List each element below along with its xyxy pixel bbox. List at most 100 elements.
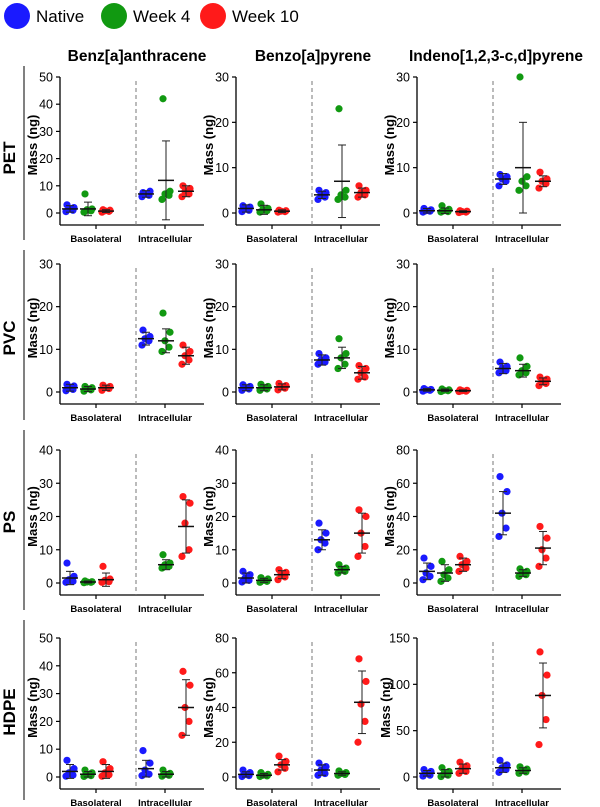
point-pet-benzo-a-pyrene-week-4-intracellular-2: [337, 191, 345, 199]
category-label-pet-benzo-a-pyrene-basolateral: Basolateral: [246, 234, 297, 245]
point-ps-indeno-1-2-3-c-d-pyrene-native-intracellular-1: [502, 524, 510, 532]
point-hdpe-benz-a-anthracene-week-10-basolateral-4: [99, 758, 107, 766]
point-hdpe-benzo-a-pyrene-week-4-basolateral-3: [264, 770, 272, 778]
y-label-pvc-benz-a-anthracene: Mass (ng): [25, 298, 40, 359]
y-tick-label-pvc-benz-a-anthracene-0: 0: [46, 386, 53, 400]
point-pet-benz-a-anthracene-week-4-intracellular-3: [166, 187, 174, 195]
y-tick-label-pet-benz-a-anthracene-50: 50: [39, 71, 53, 85]
point-pvc-benzo-a-pyrene-native-intracellular-4: [315, 350, 323, 358]
point-ps-benz-a-anthracene-week-4-intracellular-3: [166, 559, 174, 567]
y-label-ps-benzo-a-pyrene: Mass (ng): [201, 486, 216, 547]
point-pvc-benzo-a-pyrene-week-4-basolateral-3: [264, 382, 272, 391]
point-ps-indeno-1-2-3-c-d-pyrene-native-basolateral-4: [420, 554, 428, 562]
panel-pvc-benz-a-anthracene: 0 10 20 30 Mass (ng) Basolateral Intracellular: [25, 258, 204, 424]
point-hdpe-benzo-a-pyrene-week-10-basolateral-3: [282, 757, 290, 765]
point-ps-benz-a-anthracene-native-basolateral-4: [63, 559, 71, 567]
y-tick-label-hdpe-benzo-a-pyrene-80: 80: [215, 632, 229, 646]
point-ps-benz-a-anthracene-week-10-basolateral-4: [99, 562, 107, 570]
y-tick-label-pet-benz-a-anthracene-20: 20: [39, 152, 53, 166]
point-ps-benz-a-anthracene-week-4-intracellular-4: [159, 551, 167, 559]
point-pet-indeno-1-2-3-c-d-pyrene-native-intracellular-0: [495, 182, 503, 190]
legend-label-native: Native: [36, 7, 84, 26]
point-pet-indeno-1-2-3-c-d-pyrene-week-10-intracellular-0: [535, 184, 543, 192]
point-ps-indeno-1-2-3-c-d-pyrene-week-10-intracellular-2: [538, 546, 546, 554]
row-label-pvc: PVC: [0, 321, 19, 356]
point-pet-benz-a-anthracene-native-basolateral-4: [63, 201, 71, 209]
category-label-pet-benz-a-anthracene-intracellular: Intracellular: [138, 234, 192, 245]
point-ps-benzo-a-pyrene-native-intracellular-3: [322, 529, 330, 537]
point-pet-indeno-1-2-3-c-d-pyrene-week-4-intracellular-4: [516, 73, 524, 81]
y-tick-label-hdpe-benz-a-anthracene-50: 50: [39, 632, 53, 646]
point-ps-indeno-1-2-3-c-d-pyrene-week-4-intracellular-3: [523, 567, 531, 575]
point-hdpe-benzo-a-pyrene-week-10-intracellular-3: [362, 677, 370, 686]
point-ps-benzo-a-pyrene-week-4-intracellular-3: [342, 564, 350, 572]
y-tick-label-ps-indeno-1-2-3-c-d-pyrene-0: 0: [403, 577, 410, 591]
y-label-pet-benzo-a-pyrene: Mass (ng): [201, 115, 216, 176]
point-hdpe-benz-a-anthracene-native-intracellular-2: [141, 766, 149, 774]
point-pvc-benz-a-anthracene-week-10-intracellular-3: [186, 347, 194, 356]
point-hdpe-indeno-1-2-3-c-d-pyrene-week-10-intracellular-3: [543, 671, 551, 679]
category-label-hdpe-benzo-a-pyrene-basolateral: Basolateral: [246, 798, 297, 807]
y-label-pet-indeno-1-2-3-c-d-pyrene: Mass (ng): [382, 115, 397, 176]
legend: Native Week 4 Week 10: [4, 3, 299, 29]
point-pvc-indeno-1-2-3-c-d-pyrene-native-intracellular-4: [496, 358, 504, 366]
point-pvc-benz-a-anthracene-week-4-intracellular-1: [165, 343, 173, 351]
point-ps-indeno-1-2-3-c-d-pyrene-native-intracellular-4: [496, 473, 504, 481]
y-tick-label-ps-indeno-1-2-3-c-d-pyrene-80: 80: [396, 444, 410, 458]
point-pet-benzo-a-pyrene-native-basolateral-4: [239, 202, 247, 210]
y-tick-label-pet-indeno-1-2-3-c-d-pyrene-30: 30: [396, 71, 410, 85]
point-ps-indeno-1-2-3-c-d-pyrene-native-basolateral-2: [422, 569, 430, 577]
y-tick-label-pet-benzo-a-pyrene-10: 10: [215, 161, 229, 175]
y-tick-label-ps-benz-a-anthracene-0: 0: [46, 577, 53, 591]
panel-pet-benz-a-anthracene: 0 10 20 30 40 50 Mass (ng) Basolateral Intracell…: [25, 71, 204, 245]
point-ps-benzo-a-pyrene-native-basolateral-3: [246, 571, 254, 579]
y-tick-label-pet-indeno-1-2-3-c-d-pyrene-20: 20: [396, 116, 410, 130]
category-label-ps-benz-a-anthracene-basolateral: Basolateral: [70, 604, 121, 615]
point-pvc-benz-a-anthracene-week-4-intracellular-0: [158, 347, 166, 356]
category-label-hdpe-indeno-1-2-3-c-d-pyrene-basolateral: Basolateral: [427, 798, 478, 807]
point-hdpe-benz-a-anthracene-native-intracellular-3: [146, 759, 154, 767]
point-hdpe-indeno-1-2-3-c-d-pyrene-week-4-intracellular-3: [523, 765, 531, 773]
point-hdpe-benzo-a-pyrene-week-4-basolateral-4: [257, 769, 265, 777]
point-pet-indeno-1-2-3-c-d-pyrene-native-intracellular-4: [496, 170, 504, 179]
point-hdpe-benz-a-anthracene-native-basolateral-3: [70, 765, 78, 773]
y-tick-label-pvc-benzo-a-pyrene-30: 30: [215, 258, 229, 272]
point-hdpe-benzo-a-pyrene-week-10-intracellular-4: [355, 655, 363, 663]
point-pvc-benzo-a-pyrene-week-4-intracellular-1: [341, 360, 349, 368]
panel-ps-benz-a-anthracene: 0 10 20 30 40 Mass (ng) Basolateral Intracellul…: [25, 444, 204, 615]
y-tick-label-ps-benz-a-anthracene-40: 40: [39, 444, 53, 458]
y-tick-label-pvc-indeno-1-2-3-c-d-pyrene-10: 10: [396, 343, 410, 357]
point-ps-benzo-a-pyrene-native-intracellular-4: [315, 519, 323, 527]
y-tick-label-pet-benz-a-anthracene-30: 30: [39, 125, 53, 139]
panels: 0 10 20 30 40 50 Mass (ng) Basolateral Intracell…: [25, 71, 561, 807]
category-label-pet-indeno-1-2-3-c-d-pyrene-basolateral: Basolateral: [427, 234, 478, 245]
y-tick-label-ps-benzo-a-pyrene-30: 30: [215, 477, 229, 491]
y-label-pvc-benzo-a-pyrene: Mass (ng): [201, 298, 216, 359]
point-hdpe-indeno-1-2-3-c-d-pyrene-native-basolateral-4: [420, 765, 428, 774]
y-label-hdpe-indeno-1-2-3-c-d-pyrene: Mass (ng): [378, 677, 393, 738]
y-tick-label-hdpe-indeno-1-2-3-c-d-pyrene-0: 0: [403, 771, 410, 785]
category-label-pvc-benz-a-anthracene-basolateral: Basolateral: [70, 413, 121, 424]
point-pet-indeno-1-2-3-c-d-pyrene-week-4-basolateral-3: [445, 205, 453, 213]
y-tick-label-pvc-benz-a-anthracene-10: 10: [39, 343, 53, 357]
point-ps-indeno-1-2-3-c-d-pyrene-week-4-basolateral-4: [438, 557, 446, 565]
point-ps-benz-a-anthracene-week-10-intracellular-4: [179, 492, 187, 501]
point-ps-benz-a-anthracene-week-10-intracellular-2: [181, 519, 189, 527]
point-pet-benzo-a-pyrene-week-4-basolateral-3: [264, 204, 272, 213]
point-hdpe-indeno-1-2-3-c-d-pyrene-native-intracellular-4: [496, 756, 504, 764]
panel-ps-indeno-1-2-3-c-d-pyrene: 0 20 40 60 80 Mass (ng) Basolateral Intracellul…: [382, 444, 561, 615]
category-label-hdpe-benzo-a-pyrene-intracellular: Intracellular: [314, 798, 368, 807]
point-ps-benzo-a-pyrene-week-10-intracellular-3: [362, 512, 370, 521]
legend-item-week-10: Week 10: [200, 3, 299, 29]
y-tick-label-hdpe-benzo-a-pyrene-20: 20: [215, 736, 229, 750]
panel-pet-indeno-1-2-3-c-d-pyrene: 0 10 20 30 Mass (ng) Basolateral Intracellular: [382, 71, 561, 245]
y-tick-label-ps-indeno-1-2-3-c-d-pyrene-20: 20: [396, 543, 410, 557]
y-label-pvc-indeno-1-2-3-c-d-pyrene: Mass (ng): [382, 298, 397, 359]
point-ps-benz-a-anthracene-week-10-intracellular-0: [178, 552, 186, 561]
y-tick-label-pvc-benz-a-anthracene-20: 20: [39, 300, 53, 314]
y-tick-label-pvc-benzo-a-pyrene-0: 0: [222, 386, 229, 400]
category-label-pvc-benz-a-anthracene-intracellular: Intracellular: [138, 413, 192, 424]
panel-pvc-indeno-1-2-3-c-d-pyrene: 0 10 20 30 Mass (ng) Basolateral Intracellular: [382, 258, 561, 424]
point-pvc-benz-a-anthracene-week-4-intracellular-4: [159, 309, 167, 317]
